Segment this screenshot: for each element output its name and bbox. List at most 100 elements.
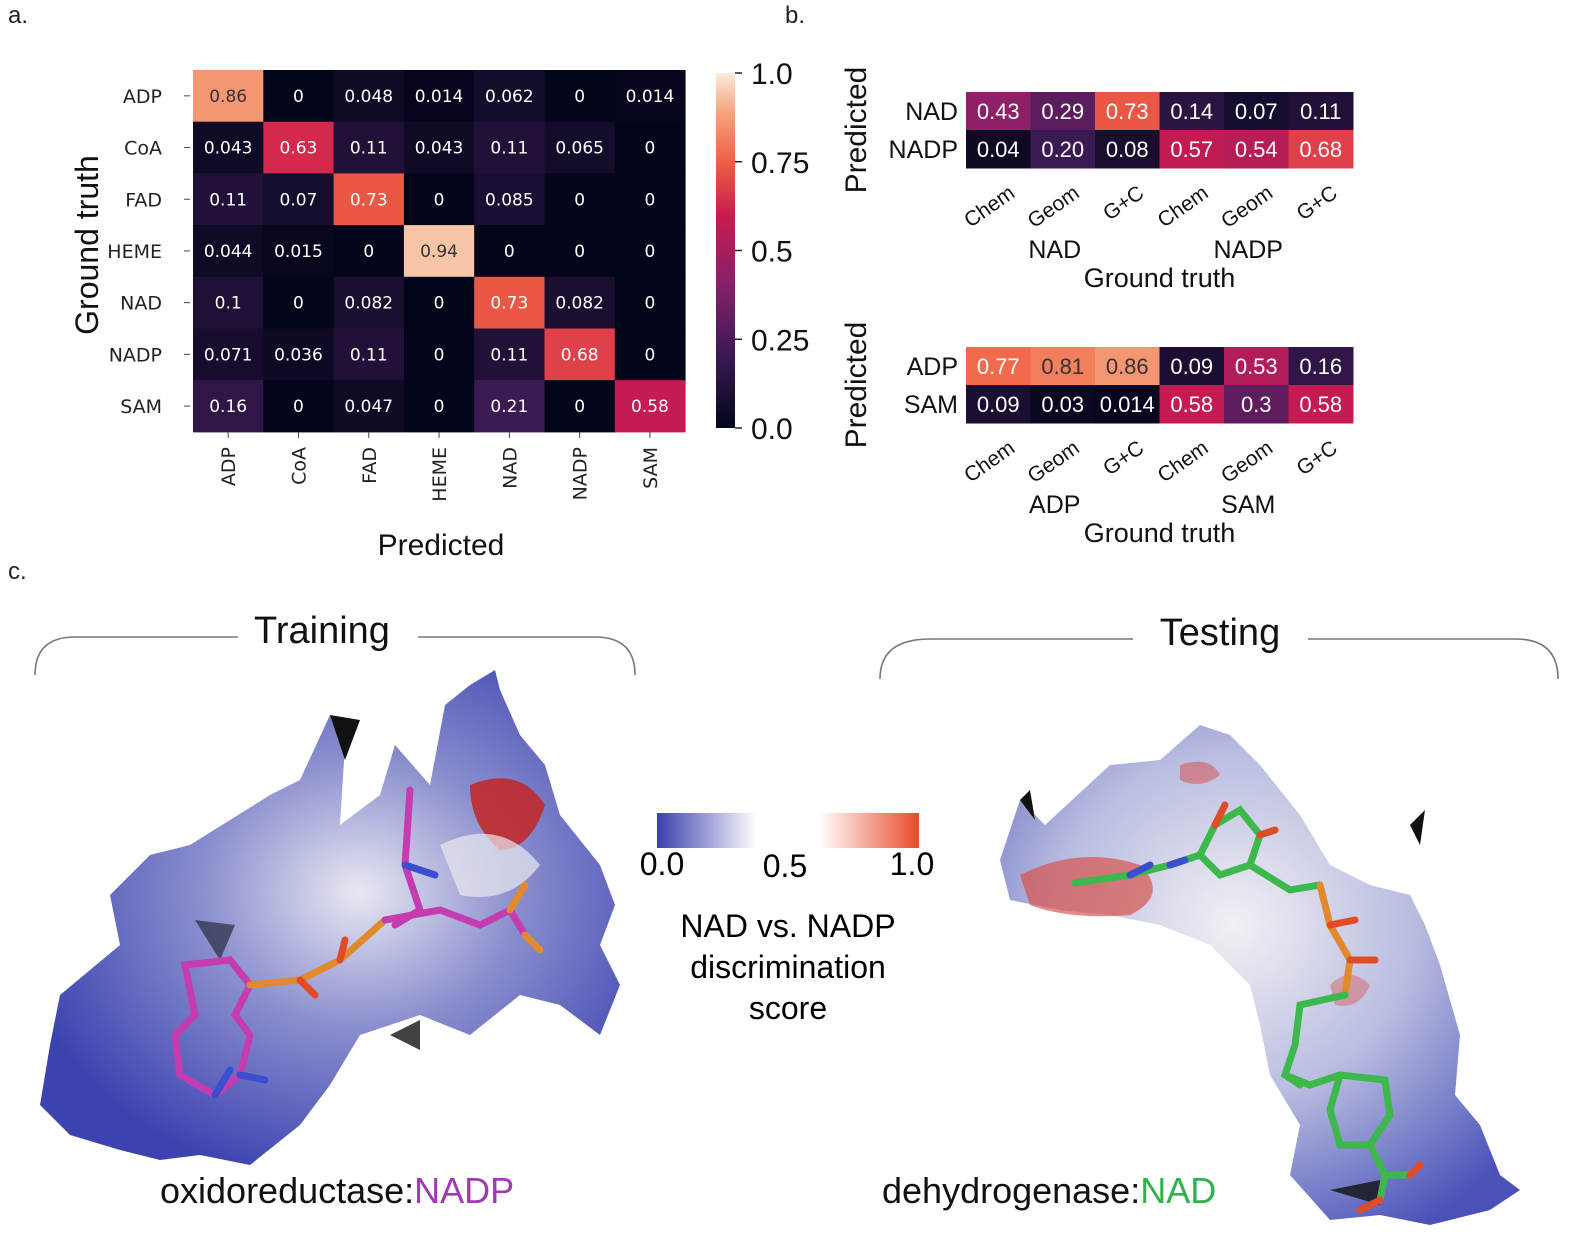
right-caption: dehydrogenase:NAD <box>882 1170 1216 1212</box>
nad-nadp-label-1-3: 0.57 <box>1170 137 1213 162</box>
nad-nadp-cell-0-5 <box>1288 92 1354 131</box>
nad-nadp-row-label-NAD: NAD <box>905 98 958 126</box>
cm-cell-FAD-FAD <box>333 173 405 226</box>
cm-label-FAD-CoA: 0.07 <box>280 190 318 210</box>
nad-nadp-cell-0-2 <box>1095 92 1160 131</box>
cm-col-label-CoA: CoA <box>288 447 310 485</box>
cm-cell-NAD-CoA <box>263 276 335 329</box>
nad-nadp-label-0-3: 0.14 <box>1170 99 1213 124</box>
cm-cell-NAD-SAM <box>614 276 686 329</box>
adp-sam-label-0-2: 0.86 <box>1106 354 1149 379</box>
cm-label-NAD-NAD: 0.73 <box>490 294 528 314</box>
cm-cell-NAD-NAD <box>474 276 545 329</box>
cm-label-NAD-CoA: 0 <box>293 294 304 314</box>
nad-nadp-label-1-1: 0.20 <box>1041 137 1084 162</box>
adp-sam-label-1-4: 0.3 <box>1241 392 1272 417</box>
cm-cell-FAD-NAD <box>474 173 545 226</box>
cm-label-HEME-SAM: 0 <box>645 242 656 262</box>
adp-sam-cell-1-3 <box>1159 385 1225 424</box>
nad-nadp-col-label-1: Geom <box>1024 181 1084 233</box>
cm-label-NADP-CoA: 0.036 <box>274 345 323 365</box>
adp-sam-label-0-5: 0.16 <box>1299 354 1342 379</box>
training-label: Training <box>254 610 390 652</box>
nad-nadp-cell-1-3 <box>1159 130 1225 169</box>
cm-label-NADP-SAM: 0 <box>645 345 656 365</box>
training-bracket <box>34 636 636 676</box>
nad-nadp-col-label-5: G+C <box>1293 181 1342 225</box>
cm-label-ADP-HEME: 0.014 <box>415 87 464 107</box>
cm-cell-HEME-ADP <box>193 225 264 278</box>
adp-sam-label-1-3: 0.58 <box>1170 392 1213 417</box>
cm-label-HEME-FAD: 0 <box>363 242 374 262</box>
cm-label-SAM-CoA: 0 <box>293 397 304 417</box>
cm-col-label-HEME: HEME <box>429 447 451 502</box>
scale-tick-1: 1.0 <box>890 846 934 882</box>
cm-cell-HEME-NAD <box>474 225 545 278</box>
cm-cell-ADP-ADP <box>193 70 264 123</box>
adp-sam-label-0-0: 0.77 <box>977 354 1020 379</box>
cm-cell-SAM-FAD <box>333 380 405 433</box>
cm-cell-ADP-SAM <box>614 70 686 123</box>
cm-label-HEME-ADP: 0.044 <box>204 242 253 262</box>
adp-sam-cell-0-3 <box>1159 347 1225 386</box>
nad-nadp-cell-1-2 <box>1095 130 1160 169</box>
left-caption-ligand: NADP <box>414 1170 515 1211</box>
cm-label-NAD-FAD: 0.082 <box>344 294 393 314</box>
cm-label-FAD-SAM: 0 <box>645 190 656 210</box>
colorbar-tick-label-4: 0.0 <box>751 413 793 446</box>
nad-nadp-col-label-3: Chem <box>1154 181 1213 232</box>
scale-title-line1: NAD vs. NADP <box>680 908 895 944</box>
cm-cell-CoA-FAD <box>333 121 405 174</box>
cm-label-ADP-CoA: 0 <box>293 87 304 107</box>
cm-cell-CoA-NADP <box>544 121 616 174</box>
adp-sam-cell-0-2 <box>1095 347 1160 386</box>
nad-nadp-col-label-2: G+C <box>1099 181 1148 225</box>
nad-nadp-cell-0-1 <box>1030 92 1096 131</box>
nad-nadp-heatmap: 0.43 0.29 0.73 0.14 0.07 0.11 0.04 0.20 0.08 0.57… <box>840 67 1354 293</box>
nad-nadp-col-label-0: Chem <box>960 181 1019 232</box>
cm-cell-HEME-HEME <box>403 225 475 278</box>
panel-label-c: c. <box>8 558 27 585</box>
nad-nadp-group-label-NAD: NAD <box>1028 236 1081 264</box>
panel-label-a: a. <box>8 2 29 29</box>
nad-nadp-label-0-0: 0.43 <box>977 99 1020 124</box>
cm-row-label-SAM: SAM <box>120 396 162 418</box>
adp-sam-cell-0-5 <box>1288 347 1354 386</box>
cm-label-CoA-SAM: 0 <box>645 139 656 159</box>
right-caption-prefix: dehydrogenase: <box>882 1170 1141 1211</box>
cm-row-label-FAD: FAD <box>125 189 162 211</box>
adp-sam-cell-1-4 <box>1224 385 1289 424</box>
cm-label-FAD-FAD: 0.73 <box>350 190 388 210</box>
cm-cell-ADP-HEME <box>403 70 475 123</box>
cm-cell-ADP-FAD <box>333 70 405 123</box>
cm-label-NAD-ADP: 0.1 <box>215 294 242 314</box>
nad-nadp-cell-1-4 <box>1224 130 1289 169</box>
cm-cell-FAD-HEME <box>403 173 475 226</box>
cm-label-HEME-NADP: 0 <box>574 242 585 262</box>
nad-nadp-cell-1-1 <box>1030 130 1096 169</box>
cm-cell-FAD-ADP <box>193 173 264 226</box>
cm-label-FAD-ADP: 0.11 <box>209 190 247 210</box>
cm-col-label-FAD: FAD <box>359 447 381 484</box>
testing-structure-image <box>1000 725 1520 1225</box>
cm-label-SAM-ADP: 0.16 <box>209 397 247 417</box>
cm-label-FAD-NAD: 0.085 <box>485 190 534 210</box>
left-caption: oxidoreductase:NADP <box>160 1170 514 1212</box>
cm-label-ADP-NAD: 0.062 <box>485 87 534 107</box>
cm-row-label-NADP: NADP <box>109 344 162 366</box>
adp-sam-group-label-SAM: SAM <box>1221 491 1275 519</box>
cm-label-CoA-HEME: 0.043 <box>415 139 464 159</box>
adp-sam-label-1-5: 0.58 <box>1299 392 1342 417</box>
nad-nadp-cell-0-4 <box>1224 92 1289 131</box>
cm-label-SAM-SAM: 0.58 <box>631 397 669 417</box>
scale-tick-0: 0.0 <box>640 846 684 882</box>
cm-col-label-ADP: ADP <box>218 447 240 486</box>
cm-cell-SAM-SAM <box>614 380 686 433</box>
adp-sam-cell-1-5 <box>1288 385 1354 424</box>
adp-sam-xlabel: Ground truth <box>1084 518 1236 548</box>
cm-label-NAD-NADP: 0.082 <box>555 294 604 314</box>
cm-cell-NADP-HEME <box>403 328 475 381</box>
adp-sam-heatmap: 0.77 0.81 0.86 0.09 0.53 0.16 0.09 0.03 0.014 0.5… <box>840 322 1354 548</box>
adp-sam-row-label-ADP: ADP <box>907 353 958 381</box>
cm-label-ADP-ADP: 0.86 <box>209 87 247 107</box>
